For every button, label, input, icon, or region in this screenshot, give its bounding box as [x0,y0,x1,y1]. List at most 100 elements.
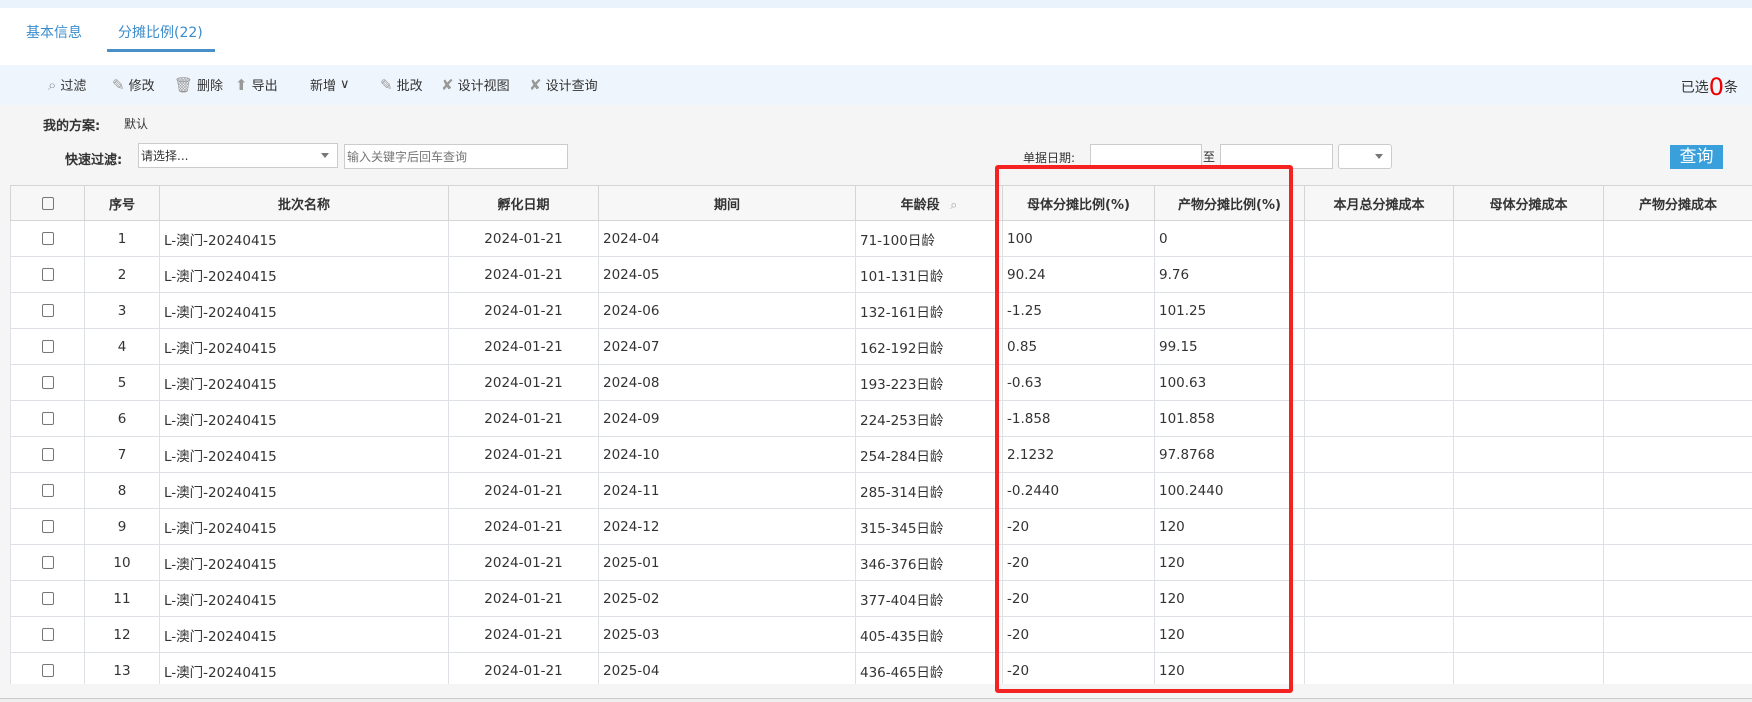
row-checkbox[interactable] [41,304,54,317]
query-button[interactable]: 查询 [1670,145,1723,169]
row-checkbox[interactable] [41,484,54,497]
row-checkbox-cell[interactable] [10,256,85,293]
tab-allocation-ratio[interactable]: 分摊比例(22) [118,25,203,41]
table-cell: 3 [84,292,160,329]
table-cell: 2024-01-21 [448,580,599,617]
table-cell: 2024-01-21 [448,220,599,257]
col-header[interactable]: 产物分摊成本 [1603,185,1752,221]
table-cell: L-澳门-20240415 [159,472,449,509]
row-checkbox-cell[interactable] [10,292,85,329]
col-header[interactable]: 产物分摊比例(%) [1154,185,1305,221]
col-header[interactable]: 母体分摊比例(%) [1002,185,1155,221]
date-range-select[interactable] [1338,144,1392,169]
date-from-input[interactable] [1090,144,1202,169]
row-checkbox-cell[interactable] [10,220,85,257]
table-cell: 2024-11 [598,472,856,509]
table-cell [1603,580,1752,617]
select-all-checkbox-cell[interactable] [10,185,85,221]
table-cell: 2024-01-21 [448,508,599,545]
col-header[interactable]: 本月总分摊成本 [1304,185,1454,221]
data-grid: 序号 批次名称 孵化日期 期间 年龄段 ⌕ 母体分摊比例(%) 产物分摊比例(%… [10,185,1752,684]
table-cell: -20 [1002,544,1155,581]
table-cell [1453,652,1604,684]
col-header[interactable]: 序号 [84,185,160,221]
row-checkbox-cell[interactable] [10,436,85,473]
table-row[interactable]: 9 L-澳门-20240415 2024-01-21 2024-12 315-345日龄… [10,508,1752,545]
horizontal-scrollbar[interactable] [0,698,1752,702]
table-row[interactable]: 7 L-澳门-20240415 2024-01-21 2024-10 254-284日龄… [10,436,1752,473]
table-cell: 1 [84,220,160,257]
design-view-button[interactable]: ✘ 设计视图 [441,75,510,95]
row-checkbox[interactable] [41,412,54,425]
table-cell: 2024-04 [598,220,856,257]
add-dropdown-button[interactable]: 新增 ∨ [310,75,350,94]
row-checkbox[interactable] [41,556,54,569]
col-header[interactable]: 批次名称 [159,185,449,221]
table-cell: 254-284日龄 [855,436,1003,473]
col-header[interactable]: 母体分摊成本 [1453,185,1604,221]
col-header-label: 年龄段 [900,197,940,213]
edit-button[interactable]: ✎ 修改 [112,75,155,95]
table-cell [1603,508,1752,545]
tab-basic-info[interactable]: 基本信息 [26,25,82,41]
row-checkbox[interactable] [41,232,54,245]
filter-button[interactable]: ⌕ 过滤 [48,75,86,95]
table-row[interactable]: 12 L-澳门-20240415 2024-01-21 2025-03 405-435日… [10,616,1752,653]
table-cell: 71-100日龄 [855,220,1003,257]
table-cell [1304,544,1454,581]
row-checkbox-cell[interactable] [10,580,85,617]
export-icon: ⬆ [235,75,248,94]
table-row[interactable]: 8 L-澳门-20240415 2024-01-21 2024-11 285-314日龄… [10,472,1752,509]
date-to-label: 至 [1203,150,1216,164]
table-cell: 377-404日龄 [855,580,1003,617]
select-all-checkbox[interactable] [41,196,54,210]
table-cell: 2024-01-21 [448,652,599,684]
table-row[interactable]: 1 L-澳门-20240415 2024-01-21 2024-04 71-100日龄 1… [10,220,1752,257]
table-cell [1304,508,1454,545]
batch-edit-button[interactable]: ✎ 批改 [380,75,423,95]
row-checkbox[interactable] [41,628,54,641]
row-checkbox[interactable] [41,664,54,677]
scheme-value[interactable]: 默认 [124,117,149,131]
table-cell: 2024-01-21 [448,364,599,401]
row-checkbox[interactable] [41,520,54,533]
col-header[interactable]: 期间 [598,185,856,221]
row-checkbox-cell[interactable] [10,508,85,545]
table-row[interactable]: 13 L-澳门-20240415 2024-01-21 2025-04 436-465日… [10,652,1752,684]
tab-bar: 基本信息 分摊比例(22) [0,8,1752,65]
row-checkbox-cell[interactable] [10,472,85,509]
row-checkbox-cell[interactable] [10,544,85,581]
selected-number: 0 [1708,73,1724,101]
row-checkbox[interactable] [41,448,54,461]
col-header[interactable]: 孵化日期 [448,185,599,221]
trash-icon: 🗑︎ [174,75,194,94]
design-query-button[interactable]: ✘ 设计查询 [529,75,598,95]
table-cell: 2024-01-21 [448,256,599,293]
row-checkbox-cell[interactable] [10,364,85,401]
table-row[interactable]: 2 L-澳门-20240415 2024-01-21 2024-05 101-131日龄… [10,256,1752,293]
table-row[interactable]: 3 L-澳门-20240415 2024-01-21 2024-06 132-161日龄… [10,292,1752,329]
table-cell: 346-376日龄 [855,544,1003,581]
table-row[interactable]: 4 L-澳门-20240415 2024-01-21 2024-07 162-192日龄… [10,328,1752,365]
row-checkbox-cell[interactable] [10,652,85,684]
table-cell [1304,364,1454,401]
row-checkbox[interactable] [41,376,54,389]
export-button[interactable]: ⬆ 导出 [235,75,278,95]
keyword-search-input[interactable] [344,144,568,169]
row-checkbox-cell[interactable] [10,328,85,365]
search-icon[interactable]: ⌕ [950,197,958,213]
table-cell: 9.76 [1154,256,1305,293]
table-row[interactable]: 11 L-澳门-20240415 2024-01-21 2025-02 377-404日… [10,580,1752,617]
table-row[interactable]: 6 L-澳门-20240415 2024-01-21 2024-09 224-253日龄… [10,400,1752,437]
col-header-age[interactable]: 年龄段 ⌕ [855,185,1003,221]
delete-button[interactable]: 🗑︎ 删除 [174,75,223,95]
table-row[interactable]: 10 L-澳门-20240415 2024-01-21 2025-01 346-376日… [10,544,1752,581]
table-row[interactable]: 5 L-澳门-20240415 2024-01-21 2024-08 193-223日龄… [10,364,1752,401]
row-checkbox-cell[interactable] [10,400,85,437]
date-to-input[interactable] [1220,144,1333,169]
row-checkbox[interactable] [41,268,54,281]
row-checkbox[interactable] [41,592,54,605]
quick-filter-select[interactable]: 请选择... [138,143,338,168]
row-checkbox[interactable] [41,340,54,353]
row-checkbox-cell[interactable] [10,616,85,653]
